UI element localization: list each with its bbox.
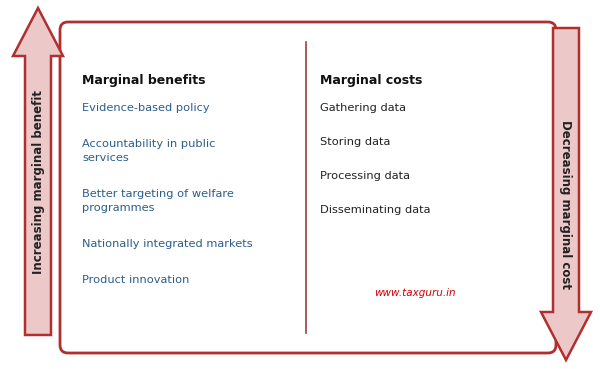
- Text: Evidence-based policy: Evidence-based policy: [82, 103, 209, 113]
- Text: Storing data: Storing data: [320, 137, 390, 147]
- Text: Gathering data: Gathering data: [320, 103, 406, 113]
- Text: Decreasing marginal cost: Decreasing marginal cost: [559, 120, 572, 289]
- Text: services: services: [82, 153, 129, 163]
- FancyBboxPatch shape: [60, 22, 556, 353]
- Text: Accountability in public: Accountability in public: [82, 139, 215, 149]
- Text: Disseminating data: Disseminating data: [320, 205, 430, 215]
- Text: Marginal costs: Marginal costs: [320, 73, 422, 86]
- Polygon shape: [541, 28, 591, 360]
- Text: Product innovation: Product innovation: [82, 275, 190, 285]
- Polygon shape: [13, 8, 63, 335]
- Text: Marginal benefits: Marginal benefits: [82, 73, 206, 86]
- Text: Nationally integrated markets: Nationally integrated markets: [82, 239, 253, 249]
- Text: programmes: programmes: [82, 203, 155, 213]
- Text: Better targeting of welfare: Better targeting of welfare: [82, 189, 234, 199]
- Text: Processing data: Processing data: [320, 171, 410, 181]
- Text: Increasing marginal benefit: Increasing marginal benefit: [32, 90, 44, 273]
- Text: www.taxguru.in: www.taxguru.in: [374, 288, 455, 298]
